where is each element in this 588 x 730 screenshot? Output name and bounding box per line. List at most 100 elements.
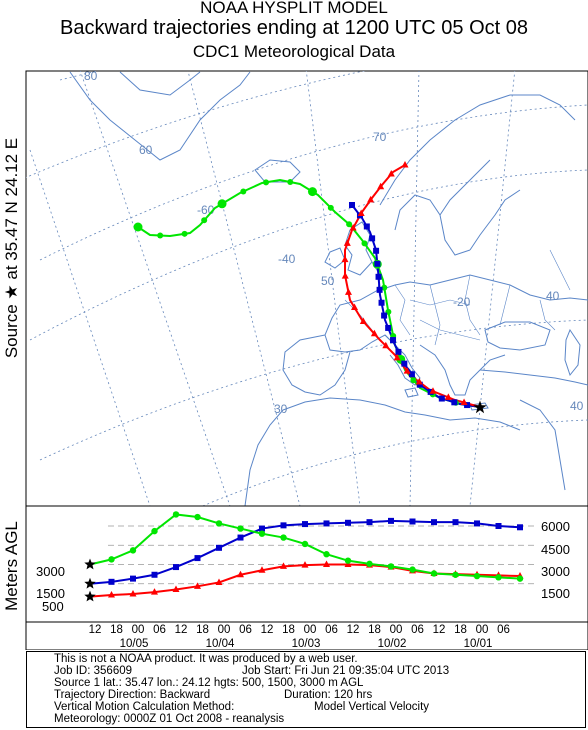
traj-blue-marker-2 bbox=[451, 399, 458, 406]
time-tick-13: 00 bbox=[218, 624, 231, 636]
start-star-icon-3000 bbox=[84, 558, 96, 570]
time-tick-2: 18 bbox=[454, 624, 467, 636]
data-source-title: CDC1 Meteorological Data bbox=[192, 42, 396, 61]
start-star-icon-500 bbox=[84, 590, 96, 602]
traj-green-marker-16 bbox=[217, 199, 227, 209]
height-point-1500-13 bbox=[366, 519, 373, 526]
height-point-3000-7 bbox=[237, 525, 244, 532]
height-point-3000-4 bbox=[172, 511, 180, 518]
job-id: Job ID: 356609 bbox=[54, 665, 133, 677]
time-tick-0: 06 bbox=[497, 624, 510, 636]
height-point-3000-10 bbox=[301, 540, 309, 548]
traj-blue-marker-8 bbox=[395, 348, 402, 355]
height-point-3000-18 bbox=[473, 572, 481, 580]
traj-green-marker-12 bbox=[307, 187, 317, 197]
country-borders bbox=[344, 249, 571, 346]
height-point-1500-8 bbox=[259, 525, 265, 532]
height-point-1500-20 bbox=[517, 524, 523, 531]
traj-red-marker-14 bbox=[343, 239, 351, 246]
traj-blue-marker-5 bbox=[416, 381, 423, 388]
height-point-3000-12 bbox=[344, 557, 352, 564]
traj-blue-marker-6 bbox=[408, 371, 415, 378]
model-title: NOAA HYSPLIT MODEL bbox=[200, 0, 388, 17]
traj-green-marker-3 bbox=[410, 377, 417, 384]
height-point-500-4 bbox=[172, 585, 180, 593]
traj-blue-marker-10 bbox=[385, 324, 392, 331]
y-tick-4500: 4500 bbox=[541, 542, 570, 557]
traj-green-marker-9 bbox=[361, 240, 368, 247]
lon-label-minus20: -20 bbox=[453, 295, 471, 309]
height-chart-series bbox=[84, 511, 524, 602]
disclaimer-text: This is not a NOAA product. It was produ… bbox=[54, 653, 358, 665]
traj-blue-marker-9 bbox=[390, 337, 397, 344]
lat-label-60: 60 bbox=[139, 143, 153, 157]
date-label-3: 10/02 bbox=[378, 638, 407, 650]
height-point-1500-10 bbox=[302, 521, 308, 528]
start-height-3000: 3000 bbox=[36, 564, 65, 579]
time-tick-14: 18 bbox=[196, 624, 209, 636]
traj-blue-marker-7 bbox=[401, 360, 408, 367]
height-point-1500-9 bbox=[280, 522, 287, 529]
height-point-1500-1 bbox=[108, 578, 115, 585]
graticule-labels: 80 70 60 50 40 30 -60 -40 -20 40 bbox=[84, 71, 584, 416]
latitude-lines bbox=[26, 71, 588, 506]
height-point-1500-7 bbox=[237, 534, 244, 541]
height-point-3000-6 bbox=[215, 520, 223, 527]
traj-blue-marker-18 bbox=[363, 223, 370, 230]
traj-green-marker-7 bbox=[381, 284, 388, 291]
lat-label-70: 70 bbox=[373, 130, 387, 144]
traj-blue-marker-3 bbox=[438, 395, 445, 402]
coastlines bbox=[69, 71, 588, 506]
time-tick-18: 18 bbox=[110, 624, 123, 636]
height-point-3000-17 bbox=[452, 571, 459, 578]
height-point-1500-3 bbox=[151, 571, 158, 578]
height-point-3000-11 bbox=[323, 551, 330, 558]
height-point-1500-5 bbox=[194, 555, 201, 562]
source-star-icon bbox=[473, 400, 487, 414]
vertical-motion-method-value: Model Vertical Velocity bbox=[314, 701, 430, 713]
date-label-2: 10/03 bbox=[292, 638, 321, 650]
height-point-1500-2 bbox=[130, 575, 136, 582]
time-tick-10: 18 bbox=[282, 624, 295, 636]
traj-red-marker-1 bbox=[460, 398, 468, 406]
height-point-3000-8 bbox=[258, 530, 266, 537]
date-label-4: 10/01 bbox=[464, 638, 493, 650]
height-point-3000-13 bbox=[366, 560, 373, 568]
traj-blue-marker-15 bbox=[374, 260, 381, 267]
y-tick-3000: 3000 bbox=[541, 564, 570, 579]
height-point-500-11 bbox=[323, 560, 330, 567]
traj-blue-marker-14 bbox=[375, 273, 382, 280]
height-point-3000-15 bbox=[409, 566, 416, 573]
time-tick-4: 06 bbox=[411, 624, 424, 636]
map-frame bbox=[25, 70, 588, 507]
traj-blue-marker-1 bbox=[464, 402, 471, 409]
height-point-500-10 bbox=[301, 561, 309, 568]
traj-green-marker-14 bbox=[263, 179, 270, 186]
traj-red-marker-6 bbox=[393, 353, 401, 361]
start-height-500: 500 bbox=[42, 599, 64, 614]
height-point-500-8 bbox=[258, 566, 266, 573]
height-point-3000-20 bbox=[516, 575, 524, 582]
lon-label-40: 40 bbox=[570, 399, 584, 413]
height-point-500-9 bbox=[280, 562, 287, 569]
height-point-3000-3 bbox=[151, 527, 158, 535]
traj-red-marker-11 bbox=[344, 288, 352, 295]
height-point-1500-12 bbox=[345, 519, 351, 526]
time-tick-11: 12 bbox=[261, 624, 274, 636]
height-point-3000-16 bbox=[430, 570, 438, 577]
traj-red-marker-4 bbox=[415, 377, 423, 385]
height-axis-labels: 6000 4500 3000 1500 3000 1500 500 bbox=[36, 519, 570, 614]
lon-label-minus40: -40 bbox=[278, 252, 296, 266]
job-info-box: This is not a NOAA product. It was produ… bbox=[26, 651, 586, 728]
traj-green-marker-18 bbox=[181, 230, 188, 237]
time-tick-8: 06 bbox=[325, 624, 338, 636]
traj-green-marker-13 bbox=[287, 179, 294, 186]
start-height-1500: 1500 bbox=[36, 586, 65, 601]
traj-green-marker-15 bbox=[240, 188, 247, 195]
start-star-icon-1500 bbox=[84, 577, 96, 589]
height-point-1500-16 bbox=[431, 519, 437, 526]
y-tick-6000: 6000 bbox=[541, 519, 570, 534]
traj-red-marker-20 bbox=[401, 161, 409, 168]
lat-label-40: 40 bbox=[546, 289, 560, 303]
traj-red-marker-16 bbox=[357, 209, 365, 216]
